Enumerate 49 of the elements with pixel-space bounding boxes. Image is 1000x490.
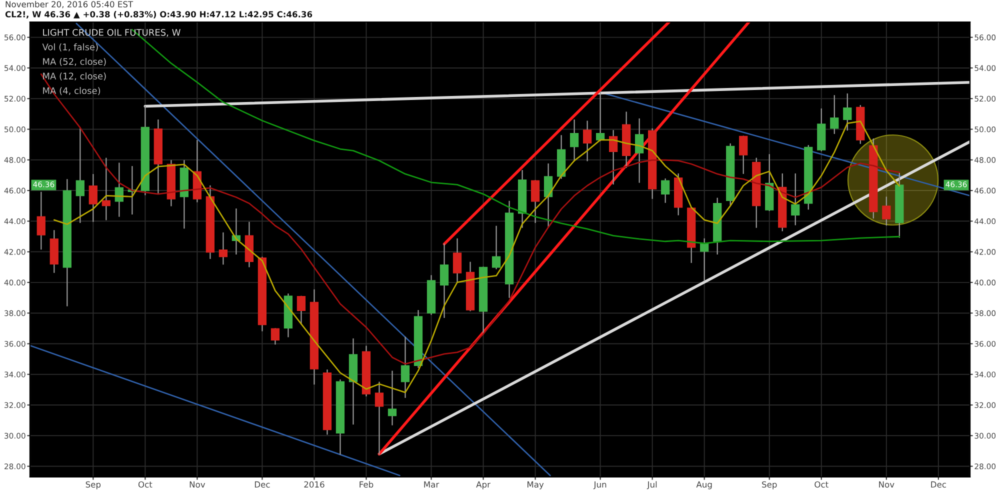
x-tick-label: Oct [814, 481, 828, 488]
x-tick-label: Mar [424, 481, 440, 488]
x-tick-label: Feb [360, 481, 374, 488]
candlestick [296, 296, 306, 325]
candlestick [452, 238, 462, 283]
x-tick-label: Oct [138, 481, 152, 488]
candlestick [102, 158, 110, 220]
candlestick [882, 196, 891, 226]
x-tick-label: Nov [879, 481, 894, 488]
x-tick-label: Dec [931, 481, 946, 488]
candlestick [218, 232, 228, 265]
text: CL2!, W 46.36 ▲ +0.38 (+0.83%) O:43.90 H:47.12 L:42.95 C:46.36 [5, 10, 312, 18]
candlestick [76, 128, 84, 223]
x-tick-label: Sep [762, 481, 777, 490]
candlestick [739, 136, 748, 174]
candlestick [582, 120, 592, 162]
annotation: MA (12, close) [43, 72, 106, 81]
candlestick [635, 118, 644, 183]
candlestick [700, 238, 709, 282]
candlestick [530, 180, 540, 223]
x-tick-label: 2016 [304, 481, 324, 488]
candlestick [830, 95, 839, 134]
candlestick [36, 192, 46, 250]
candlestick [88, 174, 98, 222]
candlestick [270, 328, 280, 345]
x-tick-label: Nov [190, 481, 206, 488]
candlestick [388, 370, 397, 426]
candlestick [791, 173, 800, 226]
candlestick [596, 92, 605, 142]
candlestick [440, 243, 449, 318]
x-tick-label: Apr [476, 481, 490, 490]
candlestick [374, 382, 384, 455]
candlestick [661, 178, 670, 203]
candlestick [492, 226, 501, 270]
candlestick [570, 119, 579, 162]
candlestick [400, 336, 410, 398]
candlestick [114, 162, 124, 217]
x-tick-label: May [528, 481, 544, 490]
x-tick-label: Dec [254, 481, 270, 488]
x-tick-label: Jun [593, 481, 606, 490]
annotation: MA (52, close) [43, 58, 106, 66]
candlestick [609, 130, 618, 184]
x-tick-label: Sep [86, 481, 101, 490]
x-tick-label: Jul [646, 481, 657, 490]
x-tick-label: Aug [696, 481, 712, 490]
candlestick [843, 93, 852, 131]
text: November 20, 2016 05:40 EST [6, 0, 134, 8]
annotation: Vol (1, false) [42, 43, 98, 52]
candlestick [544, 163, 553, 227]
